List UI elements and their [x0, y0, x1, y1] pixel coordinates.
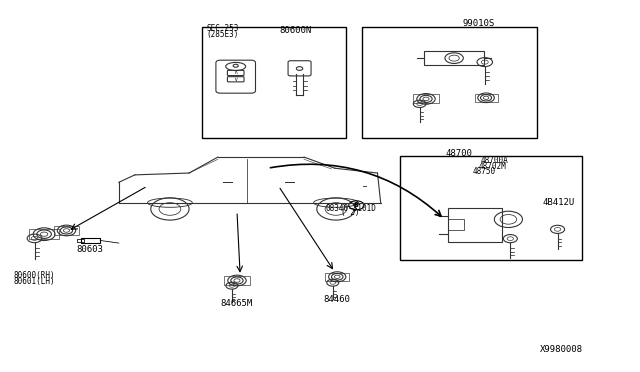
Text: SEC.253: SEC.253: [207, 24, 239, 33]
Bar: [362, 27, 537, 138]
Text: 48700: 48700: [446, 149, 473, 158]
Bar: [413, 94, 439, 103]
Text: 08340-3101D: 08340-3101D: [325, 204, 376, 213]
Text: 4B412U: 4B412U: [542, 198, 574, 207]
Text: ( 2): ( 2): [341, 208, 360, 217]
Text: 80600(RH): 80600(RH): [13, 271, 54, 280]
Bar: [202, 27, 346, 138]
Bar: [448, 208, 502, 241]
Text: ∧: ∧: [234, 70, 238, 76]
Text: X9980008: X9980008: [540, 345, 583, 354]
Text: (285E3): (285E3): [207, 30, 239, 39]
Bar: [77, 239, 84, 242]
Bar: [224, 276, 250, 285]
Text: 80601(LH): 80601(LH): [13, 277, 54, 286]
Bar: [29, 229, 60, 240]
Text: 8: 8: [354, 202, 359, 208]
Text: 84665M: 84665M: [221, 299, 253, 308]
Bar: [400, 156, 582, 260]
Text: 80600N: 80600N: [280, 26, 312, 35]
Bar: [81, 237, 100, 243]
Text: 99010S: 99010S: [462, 19, 495, 28]
Text: 80603: 80603: [77, 244, 104, 253]
Bar: [474, 94, 497, 102]
Text: ∨: ∨: [234, 77, 238, 82]
Text: 84460: 84460: [324, 295, 351, 304]
Text: 48702M: 48702M: [479, 162, 506, 171]
Bar: [424, 51, 484, 65]
Text: 48700A: 48700A: [481, 156, 508, 165]
Bar: [448, 219, 464, 231]
Bar: [325, 273, 349, 281]
Bar: [54, 226, 79, 235]
Text: 48750: 48750: [472, 167, 496, 176]
